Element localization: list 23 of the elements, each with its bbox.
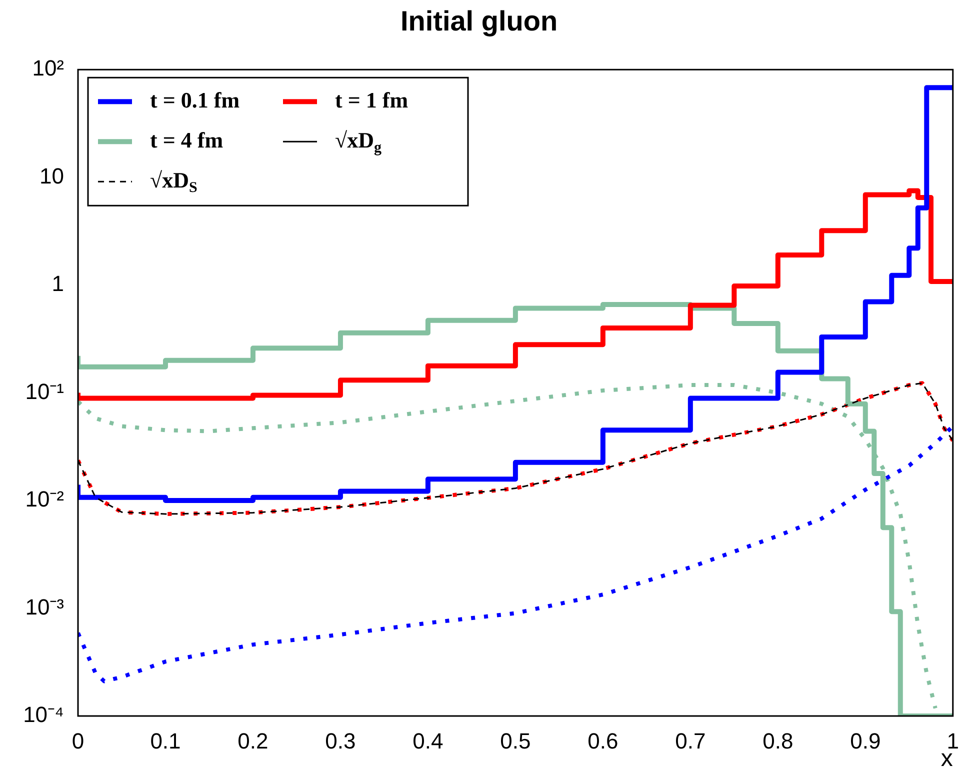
y-tick-label: 10⁻⁴ <box>23 702 64 728</box>
chart-title: Initial gluon <box>400 6 558 37</box>
y-tick-label: 10 <box>40 163 64 188</box>
y-tick-label: 10⁻² <box>25 486 64 512</box>
x-tick-label: 0.7 <box>675 728 706 754</box>
x-tick-label: 1 <box>946 728 960 754</box>
y-tick-label: 10⁻³ <box>25 594 64 620</box>
x-tick-label: 0.1 <box>150 728 181 754</box>
line-series <box>78 424 953 684</box>
x-tick-label: 0 <box>72 728 84 754</box>
x-tick-label: 0.2 <box>238 728 268 754</box>
x-tick-label: 0.6 <box>588 728 618 754</box>
legend-label: t = 0.1 fm <box>150 87 240 112</box>
legend-label: t = 1 fm <box>335 87 408 112</box>
y-tick-label: 1 <box>52 271 64 296</box>
x-tick-label: 0.9 <box>850 728 881 754</box>
x-tick-label: 0.5 <box>500 728 531 754</box>
y-tick-label: 10⁻¹ <box>25 378 64 404</box>
y-tick-label: 10² <box>32 56 64 81</box>
x-tick-label: 0.4 <box>412 728 444 754</box>
x-tick-label: 0.3 <box>325 728 356 754</box>
x-tick-label: 0.8 <box>762 728 794 754</box>
legend-label: t = 4 fm <box>150 127 224 152</box>
